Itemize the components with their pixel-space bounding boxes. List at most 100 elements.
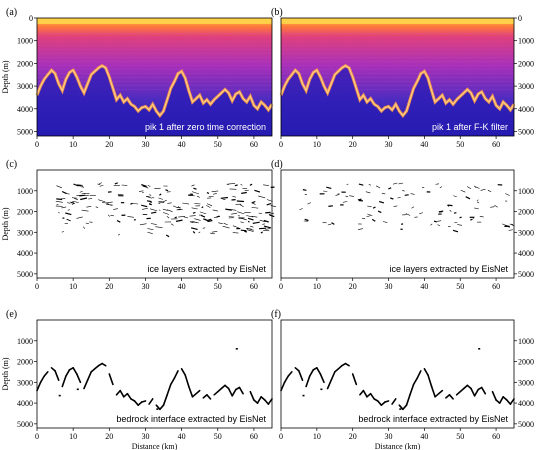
panel-a: 0 10 20 30 40 50 60 0 1000 2000 3000 4000 5000 Depth … [1,7,274,149]
ice-layer-segment [371,218,376,222]
bedrock-segment [287,371,293,377]
bedrock-segment [137,401,143,407]
ice-layer-segment [470,218,473,221]
y-tick-label: 5000 [17,270,33,279]
bedrock-segment [491,390,497,401]
ice-layer-segment [56,204,59,206]
ice-layer-segment [67,209,70,211]
ice-layer-segment [229,209,237,211]
ice-layer-segment [138,190,144,192]
ice-layer-segment [147,184,151,187]
ice-layer-segment [358,228,364,230]
ice-layer-segment [476,199,479,201]
bedrock-segment [249,390,255,401]
y-tick-label: 3000 [518,228,534,237]
bedrock-segment [72,366,78,375]
ice-layer-segment [365,191,371,194]
ice-layer-segment [175,219,183,222]
ice-layer-segment [196,195,201,198]
ice-layer-segment [476,201,480,204]
ice-layer-segment [368,184,372,186]
ice-layer-segment [194,203,201,205]
bedrock-segment [166,383,172,396]
ice-layer-segment [327,223,332,226]
ice-layer-segment [265,211,271,214]
ice-layer-segment [163,199,167,202]
y-tick-label: 1000 [518,37,534,46]
ice-layer-segment [194,218,201,221]
ice-layer-segment [149,202,153,204]
bedrock-segment [498,395,505,404]
ice-layer-segment [247,217,254,221]
y-tick-label: 4000 [518,105,534,114]
ice-layer-segment [379,200,385,204]
panel-caption: ice layers extracted by EisNet [389,264,508,274]
ice-layer-segment [259,219,266,223]
bedrock-segment [326,379,333,390]
bedrock-segment [427,374,433,388]
y-tick-label: 1000 [17,337,33,346]
bedrock-segment [180,367,186,376]
y-tick-label: 4000 [17,249,33,258]
ice-layer-segment [82,194,89,196]
bedrock-segment [256,395,263,404]
bedrock-segment [94,364,100,370]
bedrock-segment [391,398,397,405]
layer-map [281,170,514,278]
y-tick-label: 2000 [17,59,33,68]
x-tick-label: 40 [178,140,186,149]
bedrock-segment [184,374,190,388]
bedrock-segment [54,370,60,382]
ice-layer-segment [81,193,86,195]
panel-frame [280,17,515,137]
bedrock-segment [298,370,304,382]
y-tick-label: 3000 [518,82,534,91]
x-tick-label: 30 [385,282,393,291]
bedrock-segment [119,389,125,398]
bedrock-segment [505,399,512,405]
y-tick-label: 2000 [518,59,534,68]
surface-reflection [281,18,514,24]
x-tick-label: 10 [313,282,321,291]
ice-layer-segment [381,193,386,195]
panel-f: 0 10 20 30 40 50 60 1000 2000 3000 4000 5000 (f) bedr… [271,309,534,441]
ice-layer-segment [393,182,398,185]
y-tick-label: 1000 [17,37,33,46]
ice-layer-segment [147,231,153,234]
ice-layer-segment [328,205,333,207]
ice-layer-segment [479,215,484,218]
x-tick-label: 0 [35,282,39,291]
ice-layer-segment [84,193,90,195]
ice-layer-segment [252,221,260,224]
ice-layer-segment [473,185,477,188]
ice-layer-segment [107,203,113,206]
panel-frame [280,319,515,429]
y-tick-label: 5000 [518,420,534,429]
panel-frame [36,319,273,429]
ice-layer-segment [191,207,198,210]
ice-layer-segment [240,183,243,186]
panel-label: (e) [6,309,17,320]
ice-layer-segment [218,222,223,225]
y-tick-label: 2000 [518,208,534,217]
ice-layer-segment [106,201,113,204]
ice-layer-segment [402,189,405,192]
ice-layer-segment [188,194,193,196]
bedrock-segment [473,388,480,397]
bedrock-fragment [235,348,238,350]
ice-layer-segment [64,192,70,195]
ice-layer-segment [439,186,442,189]
y-tick-label: 4000 [518,249,534,258]
x-tick-label: 50 [214,432,222,441]
x-tick-label: 40 [178,282,186,291]
ice-layer-segment [206,203,213,207]
y-tick-label: 1000 [518,337,534,346]
bedrock-fragment [478,348,481,350]
ice-layer-segment [116,219,121,223]
bedrock-segment [227,387,233,397]
bedrock-fragment [399,408,402,410]
x-tick-label: 20 [105,140,113,149]
x-tick-label: 0 [279,282,283,291]
ice-layer-segment [453,195,457,198]
